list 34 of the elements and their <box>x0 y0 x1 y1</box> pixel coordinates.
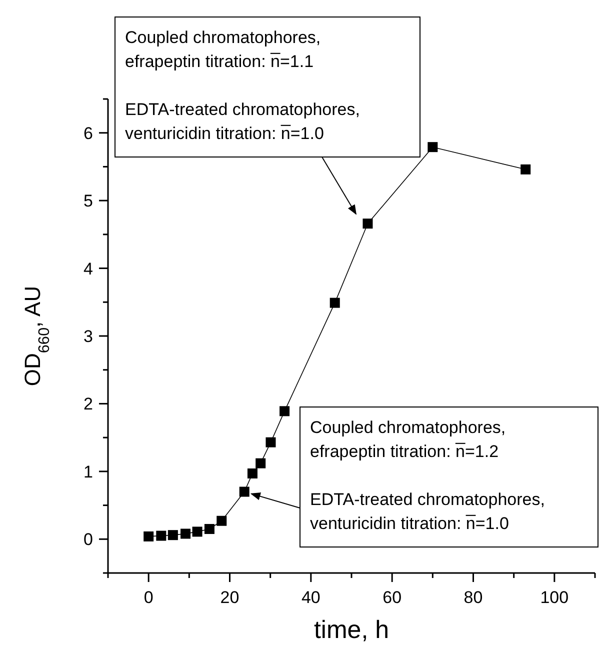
annotation: Coupled chromatophores, efrapeptin titration: n̅=1.2 <box>310 418 506 461</box>
point <box>520 164 531 174</box>
point <box>280 406 290 416</box>
point <box>256 458 266 468</box>
point <box>204 524 214 534</box>
point <box>168 530 178 540</box>
point <box>180 528 191 539</box>
x-tick-label: 60 <box>382 588 402 607</box>
point <box>362 218 373 229</box>
point <box>266 437 276 448</box>
x-axis-title: time, h <box>314 616 390 644</box>
point <box>156 530 166 541</box>
x-tick-label: 100 <box>540 588 569 607</box>
y-tick-label: 4 <box>84 259 93 278</box>
y-tick-label: 3 <box>84 327 93 346</box>
annotation: EDTA-treated chromatophores, venturicidin titration: n̅=1.0 <box>310 490 545 533</box>
x-tick-label: 20 <box>220 588 240 607</box>
y-tick-label: 1 <box>84 462 93 482</box>
y-tick-label: 0 <box>84 530 93 550</box>
point <box>247 468 258 478</box>
x-tick-label: 40 <box>301 588 320 607</box>
point <box>144 531 154 542</box>
annotation: EDTA-treated chromatophores, venturicidin titration: n̅=1.0 <box>125 100 360 143</box>
text: Coupled chromatophores, efrapeptin titration: n̅=1.1 <box>125 28 321 71</box>
point <box>192 526 202 537</box>
y-tick-label: 5 <box>84 192 93 211</box>
point <box>428 142 438 152</box>
x-tick-label: 0 <box>144 588 154 607</box>
x-tick-label: 80 <box>464 588 483 607</box>
y-tick-label: 2 <box>84 394 93 414</box>
point <box>330 298 340 308</box>
point <box>216 516 227 526</box>
y-tick-label: 6 <box>84 124 93 143</box>
point <box>239 486 250 497</box>
